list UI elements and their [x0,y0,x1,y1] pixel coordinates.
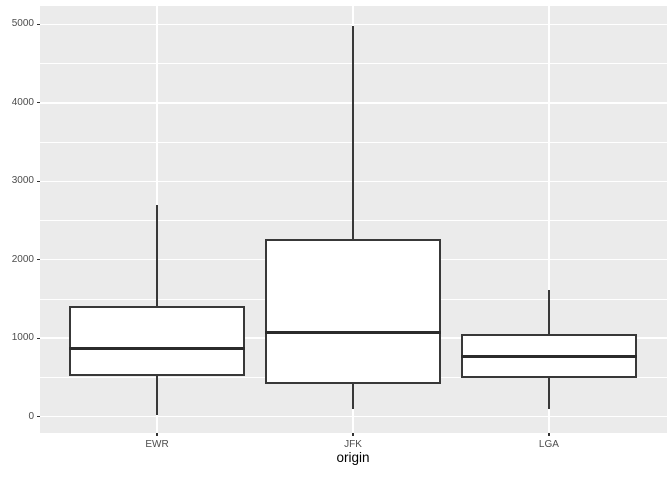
y-tick-mark [36,102,40,104]
y-tick-label: 5000 [11,18,34,30]
y-tick-mark [36,23,40,26]
x-tick-label: JFK [344,438,362,450]
median-line [460,355,637,359]
x-axis-title: origin [336,450,370,465]
y-tick-label: 0 [28,410,34,422]
x-tick-label: LGA [538,438,559,450]
y-tick-label: 2000 [11,253,34,265]
y-tick-label: 3000 [11,175,34,187]
x-tick-mark [156,433,158,436]
x-tick-label: EWR [145,438,169,450]
y-tick-label: 1000 [11,332,34,344]
x-tick-mark [352,433,354,436]
y-tick-mark [36,337,40,339]
boxplot-box [265,239,441,385]
whisker-line [352,25,354,410]
median-line [265,331,441,335]
boxplot-box [69,305,246,376]
gridline-major-vertical [548,5,550,433]
y-tick-label: 4000 [11,96,34,108]
median-line [69,346,246,350]
plot-panel [39,5,667,433]
x-tick-mark [548,433,550,436]
y-tick-mark [36,180,40,182]
y-tick-mark [36,415,40,418]
y-tick-mark [36,259,40,261]
